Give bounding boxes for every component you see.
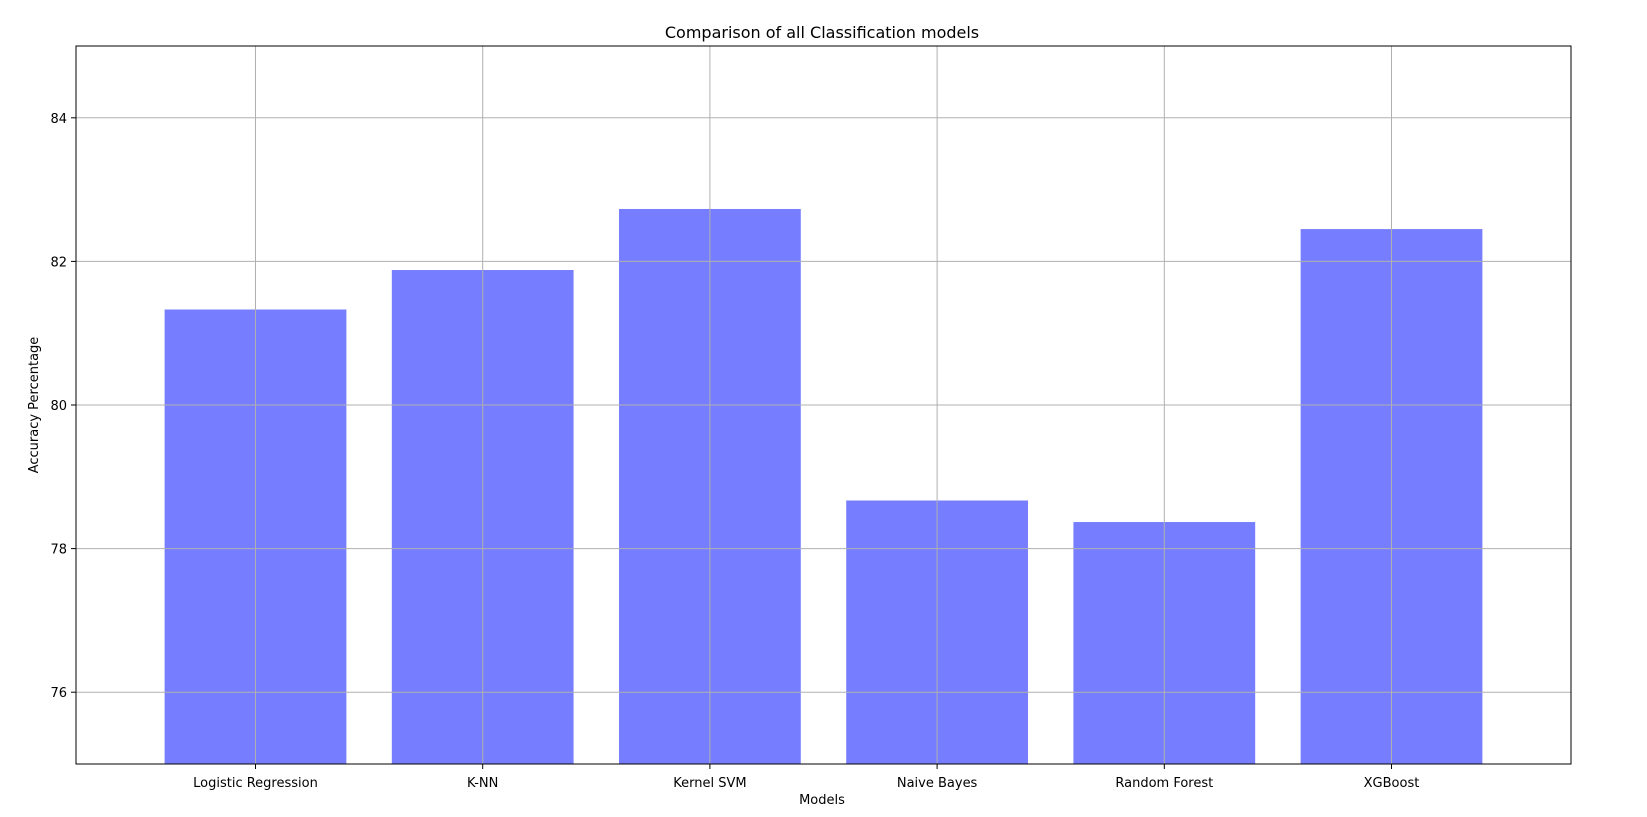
chart-title: Comparison of all Classification models <box>665 23 979 42</box>
bars-layer <box>164 208 1483 765</box>
y-tick-label: 76 <box>50 686 67 701</box>
y-axis: 76 78 80 82 84 <box>50 112 76 701</box>
y-tick-label: 78 <box>50 543 67 558</box>
x-tick-label: XGBoost <box>1364 776 1420 791</box>
y-tick-label: 80 <box>50 399 67 414</box>
x-tick-label: K-NN <box>467 776 498 791</box>
x-axis: Logistic Regression K-NN Kernel SVM Naive B… <box>193 764 1419 791</box>
y-axis-label: Accuracy Percentage <box>27 337 42 474</box>
grid-layer <box>76 46 1571 764</box>
x-tick-label: Kernel SVM <box>673 776 746 791</box>
x-tick-label: Random Forest <box>1115 776 1213 791</box>
y-tick-label: 84 <box>50 112 67 127</box>
x-tick-label: Naive Bayes <box>897 776 978 791</box>
x-axis-label: Models <box>799 793 845 808</box>
x-tick-label: Logistic Regression <box>193 776 318 791</box>
y-tick-label: 82 <box>50 255 67 270</box>
